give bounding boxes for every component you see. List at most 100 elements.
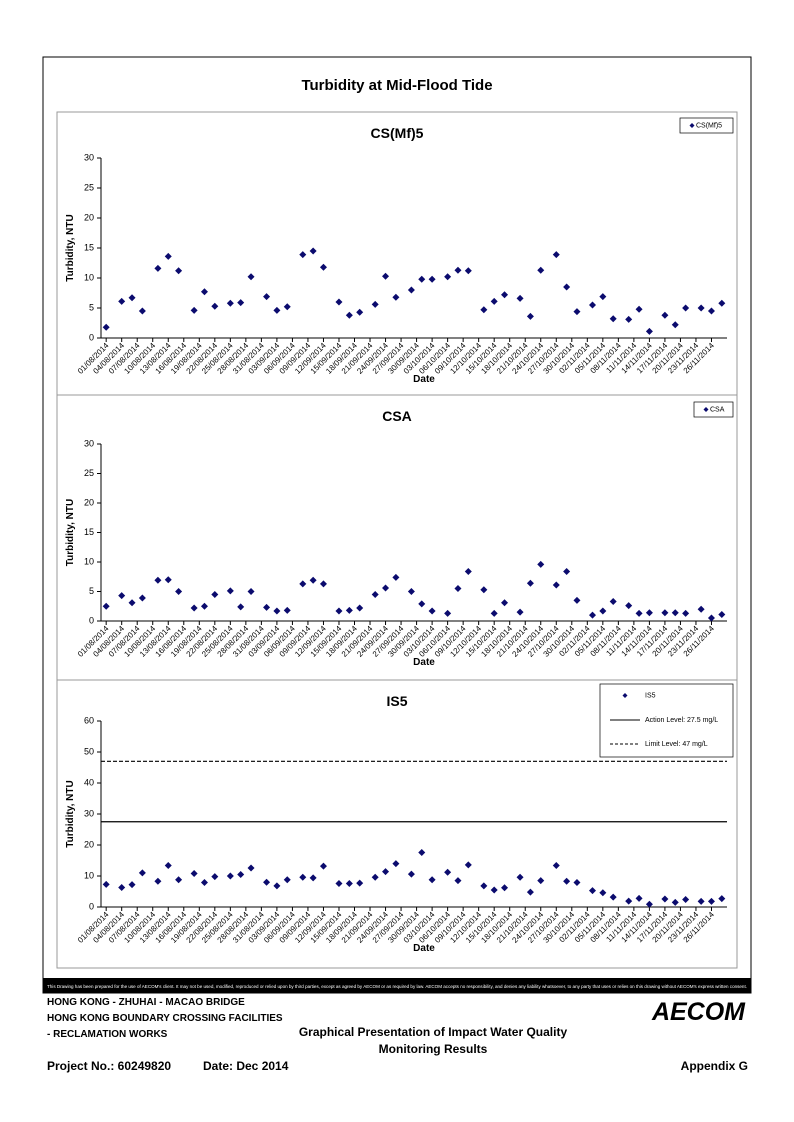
data-point	[138, 869, 146, 877]
data-point	[345, 879, 353, 887]
data-point	[645, 609, 653, 617]
data-point	[661, 895, 669, 903]
data-point	[102, 323, 110, 331]
data-point	[335, 879, 343, 887]
data-point	[464, 267, 472, 275]
data-point	[454, 266, 462, 274]
data-point	[309, 576, 317, 584]
data-point	[128, 881, 136, 889]
y-tick-label: 60	[84, 715, 94, 725]
data-point	[609, 893, 617, 901]
data-point	[247, 864, 255, 872]
chart-title: IS5	[386, 693, 407, 709]
data-point	[661, 311, 669, 319]
data-point	[671, 321, 679, 329]
data-point	[537, 266, 545, 274]
data-point	[599, 293, 607, 301]
chart-title: CS(Mf)5	[371, 125, 424, 141]
data-point	[407, 870, 415, 878]
data-point	[444, 609, 452, 617]
legend-label: CSA	[710, 406, 725, 413]
data-point	[480, 882, 488, 890]
data-point	[682, 896, 690, 904]
data-point	[200, 879, 208, 887]
data-point	[480, 586, 488, 594]
data-point	[273, 306, 281, 314]
data-point	[309, 874, 317, 882]
data-point	[707, 307, 715, 315]
data-point	[552, 251, 560, 259]
data-point	[671, 609, 679, 617]
disclaimer: This Drawing has been prepared for the u…	[47, 984, 747, 989]
data-point	[609, 598, 617, 606]
project-line: HONG KONG BOUNDARY CROSSING FACILITIES	[47, 1013, 283, 1024]
y-tick-label: 0	[89, 901, 94, 911]
data-point	[237, 299, 245, 307]
project-no: Project No.: 60249820	[47, 1059, 171, 1073]
data-point	[211, 873, 219, 881]
data-point	[175, 267, 183, 275]
data-point	[480, 306, 488, 314]
data-point	[164, 861, 172, 869]
y-tick-label: 25	[84, 468, 94, 478]
y-tick-label: 10	[84, 870, 94, 880]
data-point	[682, 304, 690, 312]
data-point	[237, 870, 245, 878]
data-point	[138, 307, 146, 315]
data-point	[263, 293, 271, 301]
data-point	[138, 594, 146, 602]
data-point	[635, 305, 643, 313]
y-axis-label: Turbidity, NTU	[65, 214, 76, 281]
data-point	[263, 603, 271, 611]
data-point	[501, 884, 509, 892]
y-tick-label: 20	[84, 839, 94, 849]
y-tick-label: 50	[84, 746, 94, 756]
data-point	[102, 602, 110, 610]
data-point	[454, 585, 462, 593]
project-line: HONG KONG - ZHUHAI - MACAO BRIDGE	[47, 997, 245, 1008]
data-point	[392, 293, 400, 301]
data-point	[428, 275, 436, 283]
y-tick-label: 30	[84, 438, 94, 448]
x-axis-label: Date	[413, 374, 435, 385]
legend-label: Action Level: 27.5 mg/L	[645, 717, 718, 724]
data-point	[200, 288, 208, 296]
data-point	[175, 876, 183, 884]
data-point	[118, 883, 126, 891]
data-point	[537, 560, 545, 568]
appendix: Appendix G	[681, 1059, 748, 1073]
data-point	[345, 606, 353, 614]
data-point	[118, 592, 126, 600]
data-point	[273, 607, 281, 615]
data-point	[661, 609, 669, 617]
data-point	[283, 876, 291, 884]
data-point	[573, 308, 581, 316]
heading: Monitoring Results	[379, 1042, 488, 1056]
data-point	[573, 879, 581, 887]
data-point	[609, 315, 617, 323]
y-tick-label: 10	[84, 272, 94, 282]
data-point	[588, 301, 596, 309]
data-point	[418, 275, 426, 283]
heading: Graphical Presentation of Impact Water Q…	[299, 1025, 568, 1039]
data-point	[526, 579, 534, 587]
data-point	[444, 868, 452, 876]
data-point	[428, 876, 436, 884]
data-point	[190, 870, 198, 878]
data-point	[635, 609, 643, 617]
data-point	[625, 897, 633, 905]
legend-label: Limit Level: 47 mg/L	[645, 741, 708, 748]
legend-label: CS(Mf)5	[696, 122, 722, 129]
data-point	[645, 327, 653, 335]
y-tick-label: 0	[89, 615, 94, 625]
data-point	[154, 264, 162, 272]
data-point	[226, 872, 234, 880]
data-point	[407, 286, 415, 294]
data-point	[697, 304, 705, 312]
data-point	[418, 848, 426, 856]
data-point	[697, 605, 705, 613]
data-point	[247, 273, 255, 281]
data-point	[283, 303, 291, 311]
data-point	[428, 607, 436, 615]
y-tick-label: 20	[84, 212, 94, 222]
